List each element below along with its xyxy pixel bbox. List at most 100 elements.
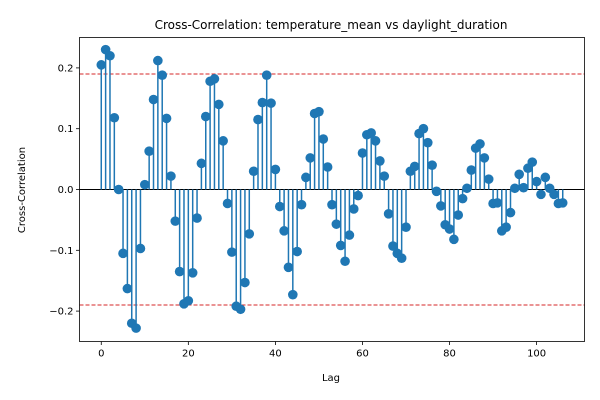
- stem-marker: [166, 171, 176, 181]
- x-tick-label: 40: [269, 349, 282, 360]
- x-tick-label: 80: [443, 349, 456, 360]
- stem-marker: [296, 199, 307, 210]
- stem-marker: [135, 243, 146, 254]
- stem-marker: [557, 198, 568, 208]
- chart-title: Cross-Correlation: temperature_mean vs d…: [155, 18, 508, 32]
- stem-marker: [335, 240, 346, 251]
- stem-marker: [436, 201, 446, 211]
- stem-marker: [518, 182, 529, 193]
- stem-marker: [396, 253, 407, 264]
- x-tick-label: 100: [527, 349, 546, 360]
- stem-marker: [492, 198, 503, 208]
- stem-marker: [388, 241, 398, 251]
- stem-marker: [144, 146, 154, 156]
- stem-marker: [200, 111, 211, 122]
- stem-marker: [462, 183, 472, 194]
- stem-marker: [514, 169, 524, 180]
- stem-marker: [131, 323, 141, 333]
- stem-marker: [305, 153, 316, 163]
- stem-marker: [531, 176, 542, 187]
- stem-marker: [261, 70, 272, 80]
- stem-marker: [444, 224, 455, 234]
- stem-marker: [540, 172, 551, 183]
- stem-marker: [409, 161, 420, 172]
- stem-marker: [266, 98, 276, 108]
- stem-marker: [235, 304, 246, 315]
- x-tick-label: 20: [182, 349, 195, 360]
- stem-marker: [422, 137, 433, 148]
- stem-marker: [183, 295, 194, 306]
- stem-marker: [196, 158, 207, 169]
- stem-marker: [279, 226, 289, 236]
- stem-marker: [475, 139, 485, 149]
- stem-marker: [274, 201, 285, 212]
- stem-marker: [96, 60, 107, 70]
- stem-marker: [483, 174, 494, 184]
- stem-marker: [288, 289, 298, 300]
- stem-marker: [370, 136, 381, 146]
- x-axis-ticks: 0 20 40 60 80 100: [98, 341, 546, 360]
- stem-marker: [109, 112, 120, 123]
- stem-marker: [327, 199, 337, 210]
- stem-marker: [505, 207, 516, 218]
- stem-marker: [222, 198, 233, 209]
- stem-marker: [549, 189, 559, 200]
- y-tick-label: 0.1: [58, 124, 74, 135]
- x-tick-label: 60: [356, 349, 369, 360]
- x-tick-label: 0: [98, 349, 104, 360]
- stem-marker: [214, 99, 224, 110]
- y-axis-label: Cross-Correlation: [17, 147, 28, 233]
- stem-marker: [366, 128, 376, 138]
- stem-marker: [401, 222, 411, 232]
- stem-marker: [457, 193, 468, 204]
- stem-series: [100, 49, 564, 329]
- stem-marker: [431, 186, 442, 197]
- plot-frame: [79, 37, 585, 342]
- stem-marker: [105, 50, 115, 61]
- stem-marker: [187, 267, 198, 278]
- stem-marker: [248, 166, 259, 177]
- stem-marker: [301, 172, 311, 183]
- stem-marker: [174, 266, 185, 277]
- stem-marker: [466, 165, 477, 175]
- stem-marker: [283, 262, 294, 273]
- stem-marker: [157, 70, 168, 80]
- stem-marker: [292, 246, 302, 257]
- stem-marker: [314, 106, 324, 117]
- stem-marker: [192, 213, 202, 223]
- stem-marker: [113, 184, 124, 195]
- stem-marker: [340, 256, 350, 267]
- stem-marker: [427, 160, 437, 170]
- stem-marker: [344, 230, 355, 240]
- stem-marker: [375, 156, 385, 166]
- marker-series: [96, 44, 568, 333]
- stem-marker: [122, 283, 133, 294]
- stem-marker: [510, 183, 520, 194]
- stem-marker: [331, 219, 342, 229]
- stem-marker: [527, 157, 538, 167]
- stem-marker: [218, 136, 228, 146]
- stem-marker: [257, 97, 268, 108]
- stem-marker: [383, 209, 394, 219]
- y-tick-label: −0.1: [49, 246, 73, 257]
- y-tick-label: −0.2: [49, 307, 73, 318]
- stem-marker: [418, 123, 429, 134]
- stem-marker: [209, 74, 220, 84]
- stem-marker: [118, 248, 128, 259]
- stem-marker: [379, 171, 390, 181]
- stem-marker: [348, 204, 359, 214]
- stem-marker: [536, 189, 546, 200]
- y-axis-ticks: −0.2 −0.1 0.0 0.1 0.2: [49, 63, 80, 318]
- stem-marker: [479, 153, 490, 163]
- stem-marker: [270, 164, 281, 175]
- stem-marker: [153, 55, 163, 66]
- x-axis-label: Lag: [322, 373, 340, 384]
- stem-marker: [322, 162, 333, 172]
- stem-marker: [353, 190, 363, 201]
- stem-marker: [244, 229, 255, 239]
- y-tick-label: 0.0: [58, 185, 74, 196]
- stem-marker: [318, 134, 329, 144]
- stem-marker: [140, 179, 150, 190]
- stem-marker: [161, 113, 172, 124]
